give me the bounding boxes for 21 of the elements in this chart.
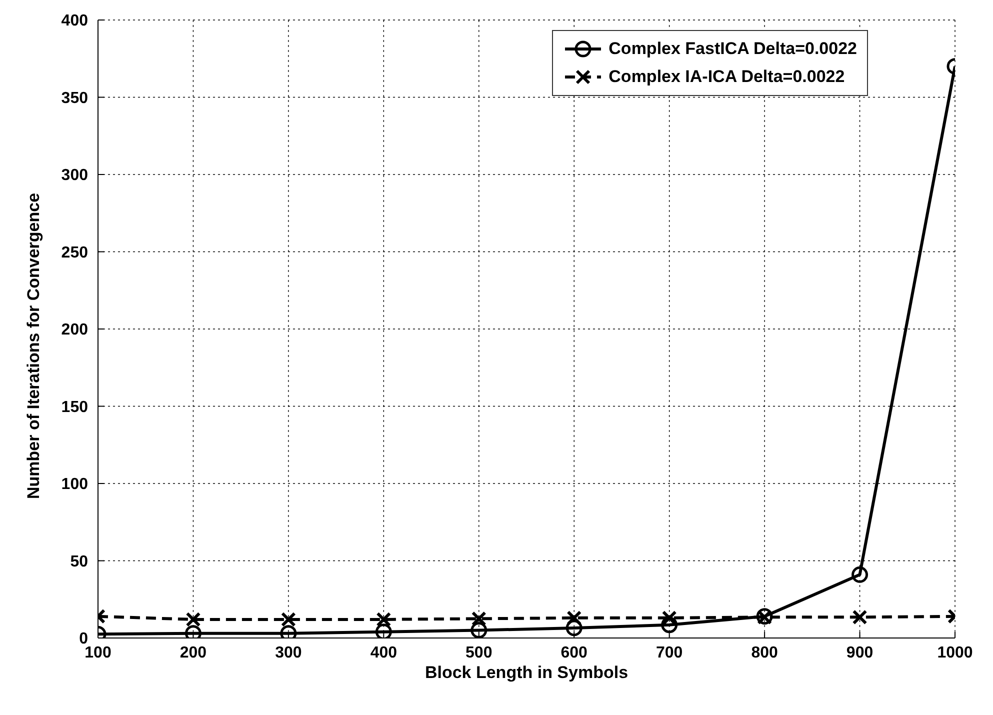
x-tick-label: 400 — [370, 644, 398, 662]
y-tick-label: 100 — [61, 476, 88, 494]
x-tick-label: 1000 — [937, 644, 973, 662]
y-tick-label: 350 — [61, 90, 88, 107]
y-axis-title: Number of Iterations for Convergence — [24, 192, 44, 499]
x-axis-title: Block Length in Symbols — [424, 663, 628, 682]
x-tick-label: 900 — [846, 644, 874, 662]
y-tick-label: 300 — [61, 167, 88, 184]
y-tick-label: 150 — [61, 398, 88, 416]
y-tick-label: 400 — [61, 12, 88, 30]
y-tick-label: 200 — [61, 322, 88, 339]
x-tick-label: 600 — [560, 644, 588, 662]
y-tick-label: 50 — [70, 553, 88, 570]
x-tick-label: 300 — [275, 644, 302, 662]
y-tick-label: 250 — [61, 244, 88, 262]
legend-label: Complex IA-ICA Delta=0.0022 — [608, 67, 845, 87]
x-tick-label: 500 — [466, 644, 492, 662]
legend-label: Complex FastICA Delta=0.0022 — [608, 39, 857, 59]
x-tick-label: 700 — [656, 644, 683, 662]
x-tick-label: 200 — [180, 644, 207, 662]
x-tick-label: 800 — [751, 644, 778, 662]
